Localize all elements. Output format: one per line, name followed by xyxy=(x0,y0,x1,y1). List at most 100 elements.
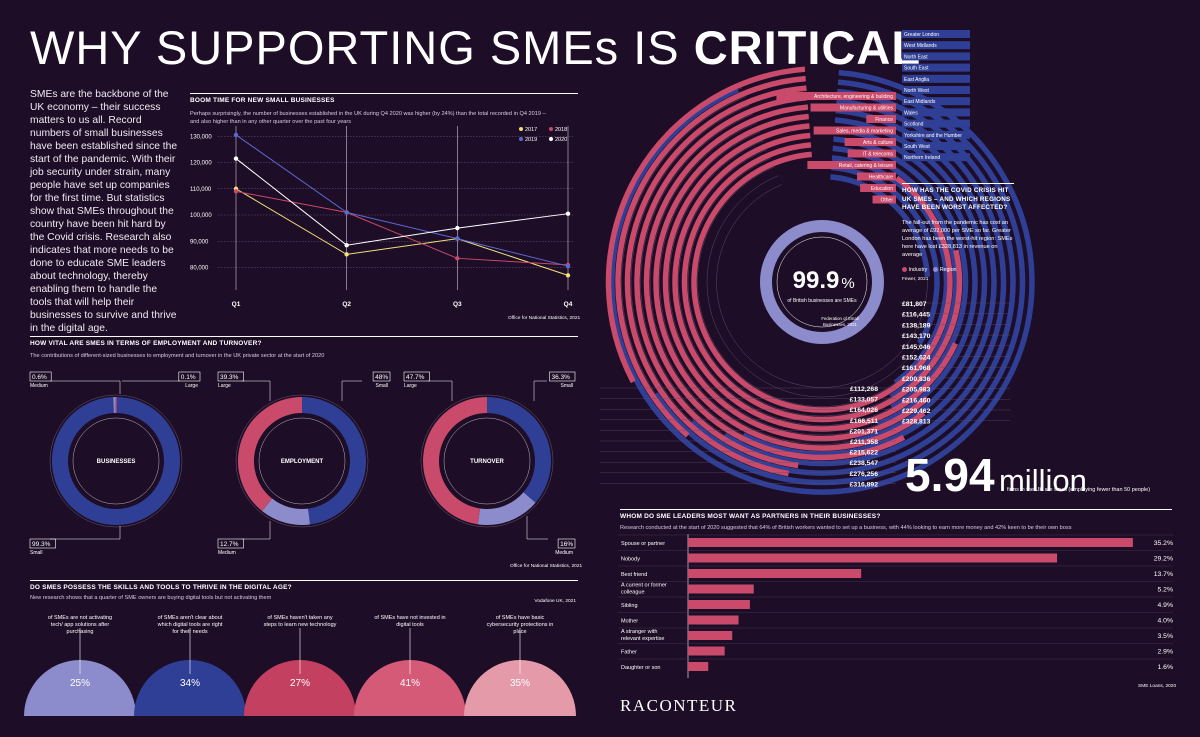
legend-dot-2017 xyxy=(519,127,523,131)
region-value: £229,462 xyxy=(902,408,931,415)
callout-leader xyxy=(428,380,453,401)
region-label: East Midlands xyxy=(904,99,936,105)
semicircle-value: 25% xyxy=(70,678,90,689)
industry-value: £276,256 xyxy=(850,471,879,478)
callout-box xyxy=(549,371,576,382)
digital-section: DO SMES POSSESS THE SKILLS AND TOOLS TO … xyxy=(30,580,578,604)
region-label: Northern Ireland xyxy=(904,155,940,161)
donut-inner-ring xyxy=(443,417,531,505)
region-value: £161,968 xyxy=(902,365,931,372)
industry-label: Other xyxy=(880,198,893,204)
boom-heading: BOOM TIME FOR NEW SMALL BUSINESSES xyxy=(190,93,578,104)
series-line-2017 xyxy=(235,188,569,276)
series-line-2020 xyxy=(235,158,569,246)
donut-slice-medium xyxy=(477,492,536,525)
callout-value: 47.7% xyxy=(406,374,425,381)
donut-callout: 47.7% Large xyxy=(403,371,453,401)
industry-arc xyxy=(672,132,959,432)
partner-category-label: relevant expertise xyxy=(621,636,664,642)
million-caption: firms in the UK are small (employing few… xyxy=(1007,487,1151,493)
covid-source: Fewer, 2021 xyxy=(902,276,929,282)
donut-callout: 39.3% Large xyxy=(217,371,271,401)
callout-leader xyxy=(50,380,121,394)
callout-value: 36.3% xyxy=(552,374,571,381)
region-label-box xyxy=(902,108,970,117)
semicircle-value: 34% xyxy=(180,678,200,689)
industry-label: Architecture, engineering & building xyxy=(814,94,893,100)
callout-box xyxy=(557,538,576,549)
semicircle-caption: digital tools xyxy=(396,622,424,628)
industry-arc xyxy=(643,104,906,461)
donut-slice-large xyxy=(423,397,488,525)
digital-heading: DO SMES POSSESS THE SKILLS AND TOOLS TO … xyxy=(30,580,578,591)
partner-category-label: Sibling xyxy=(621,603,638,609)
callout-box xyxy=(217,371,244,382)
industry-label-box xyxy=(813,126,896,135)
region-arc xyxy=(653,79,1026,486)
donut-center-label: BUSINESSES xyxy=(97,459,136,465)
page-title: WHY SUPPORTING SMEs IS CRITICAL xyxy=(30,20,921,75)
region-arc-track xyxy=(659,131,856,445)
region-arc xyxy=(831,155,950,385)
industry-arc xyxy=(605,66,806,384)
title-part-a: WHY SUPPORTING SMEs xyxy=(30,21,620,74)
center-pct: % xyxy=(841,275,854,292)
partners-subtitle: Research conducted at the start of 2020 … xyxy=(620,525,1072,531)
vital-section: HOW VITAL ARE SMES IN TERMS OF EMPLOYMEN… xyxy=(30,336,578,360)
region-arc-track xyxy=(706,175,920,398)
partner-value-label: 3.5% xyxy=(1158,633,1174,640)
legend-region: Region xyxy=(939,266,957,273)
partner-bar xyxy=(688,538,1133,547)
callout-name: Large xyxy=(218,383,231,389)
y-tick-label: 130,000 xyxy=(190,134,212,140)
y-tick-label: 110,000 xyxy=(190,187,212,193)
data-point-2019 xyxy=(233,132,239,138)
data-point-2020 xyxy=(565,211,571,216)
vital-subtitle: The contributions of different-sized bus… xyxy=(30,353,325,359)
boom-line-chart: 130,000 120,000 110,000 100,000 90,000 80,000… xyxy=(190,126,573,308)
donut-slice-large xyxy=(238,397,303,512)
region-arc-track xyxy=(678,149,892,426)
donut-callout: 12.7% Medium xyxy=(217,521,271,556)
industry-arc xyxy=(691,151,953,413)
semicircle-caption: which digital tools are right xyxy=(157,622,223,628)
callout-leader xyxy=(242,521,271,540)
industry-label: Retail, catering & leisure xyxy=(839,163,893,169)
center-value: 99.9 xyxy=(793,267,840,294)
callout-box xyxy=(217,538,244,549)
partner-value-label: 29.2% xyxy=(1154,556,1173,563)
callout-box xyxy=(29,371,52,382)
callout-leader xyxy=(526,516,548,540)
region-arc-track xyxy=(621,96,746,394)
region-label-box xyxy=(902,74,970,83)
vital-heading: HOW VITAL ARE SMES IN TERMS OF EMPLOYMEN… xyxy=(30,336,578,347)
semicircle-value: 27% xyxy=(290,678,310,689)
region-arc-track xyxy=(697,166,896,407)
donut-inner-ring xyxy=(72,417,160,505)
brand-logo: RACONTEUR xyxy=(620,696,738,715)
semicircle-3 xyxy=(244,660,356,716)
partner-bar xyxy=(688,662,709,671)
industry-arc xyxy=(624,85,807,477)
donut-outer-ring xyxy=(235,394,369,528)
donut-callout: 0.6% Medium xyxy=(29,371,121,394)
x-tick-label: Q1 xyxy=(232,301,241,308)
region-label-box xyxy=(902,119,970,128)
region-legend-dot xyxy=(933,266,939,272)
region-label: Wales xyxy=(904,110,918,116)
donut-slice-small xyxy=(301,397,366,525)
region-label-box xyxy=(902,52,970,61)
region-arc xyxy=(834,117,988,444)
callout-name: Medium xyxy=(30,383,48,389)
partner-value-label: 4.0% xyxy=(1158,618,1174,625)
region-value: £116,445 xyxy=(902,312,930,319)
region-label-box xyxy=(902,97,970,106)
legend-dot-2018 xyxy=(549,127,553,131)
y-tick-label: 80,000 xyxy=(190,266,209,272)
industry-label: Education xyxy=(871,186,893,192)
region-value: £81,807 xyxy=(902,301,927,308)
semicircle-caption: purchasing xyxy=(67,629,94,635)
industry-label-box xyxy=(866,115,896,123)
industry-label-box xyxy=(776,92,896,100)
